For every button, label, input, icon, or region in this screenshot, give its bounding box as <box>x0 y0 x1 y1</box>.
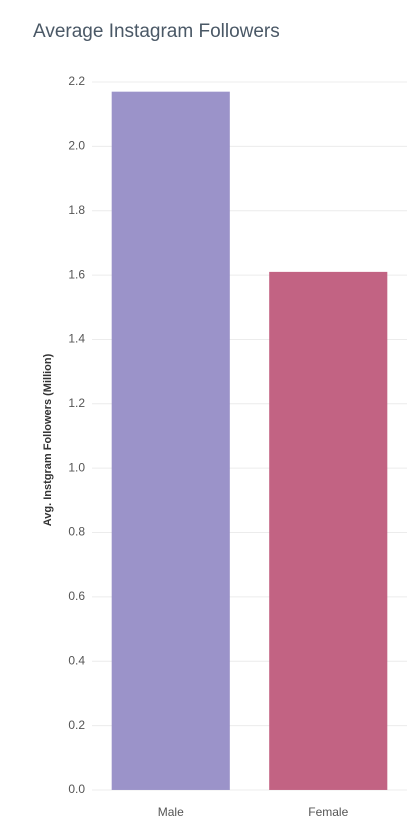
y-tick-label: 2.0 <box>68 139 85 153</box>
y-tick-label: 1.8 <box>68 203 85 217</box>
y-tick-label: 0.0 <box>68 782 85 796</box>
y-tick-label: 2.2 <box>68 74 85 88</box>
bar <box>111 91 230 790</box>
y-tick-label: 0.8 <box>68 525 85 539</box>
x-tick-label: Male <box>158 805 184 819</box>
y-axis-label: Avg. Instgram Followers (Million) <box>42 353 54 526</box>
y-tick-label: 0.2 <box>68 718 85 732</box>
y-tick-label: 0.4 <box>68 653 85 667</box>
bar <box>269 271 388 790</box>
y-tick-label: 0.6 <box>68 589 85 603</box>
y-tick-label: 1.4 <box>68 332 85 346</box>
chart-title: Average Instagram Followers <box>33 21 280 42</box>
y-tick-label: 1.2 <box>68 396 85 410</box>
y-tick-label: 1.6 <box>68 267 85 281</box>
y-tick-label: 1.0 <box>68 460 85 474</box>
x-tick-label: Female <box>308 805 348 819</box>
